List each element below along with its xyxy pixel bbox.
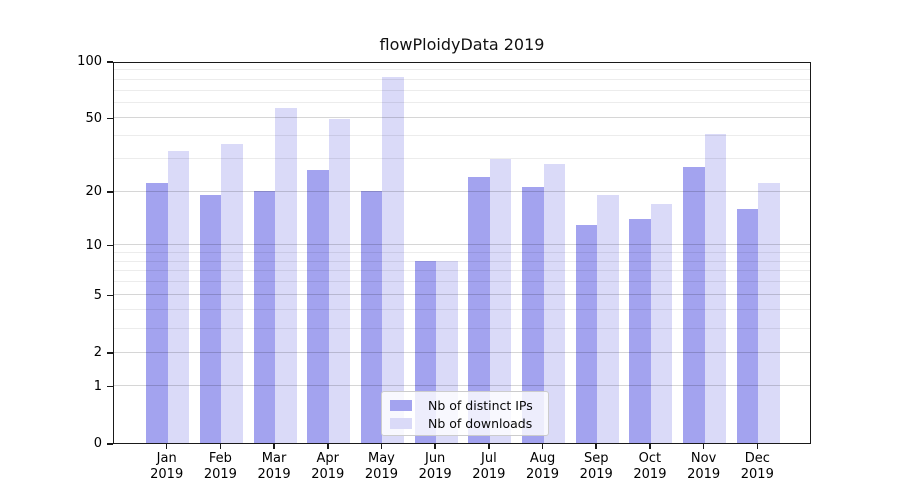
x-tick-month: Oct [638,451,662,466]
legend-item-distinct-ips: Nb of distinct IPs [387,396,543,415]
x-tick-year: 2019 [150,466,184,482]
x-tick-month: Mar [261,451,287,466]
x-tick-label: Sep 2019 [568,451,624,482]
bar-distinct-ips-nov [683,167,705,443]
bar-downloads-jul [489,158,512,443]
bar-downloads-aug [543,164,565,443]
plot-area: Nb of distinct IPs Nb of downloads [113,62,811,444]
x-tick-year: 2019 [525,466,560,482]
y-axis-tick [107,244,113,247]
x-tick-label: Dec 2019 [729,451,785,482]
y-tick-label: 5 [93,287,102,303]
legend-swatch-distinct-ips [390,399,412,411]
x-tick-label: Jul 2019 [461,451,517,482]
x-tick-year: 2019 [311,466,345,482]
x-tick-month: Dec [744,451,770,466]
bars-layer [114,63,810,443]
x-tick-year: 2019 [633,466,667,482]
x-tick-year: 2019 [364,466,398,482]
legend-item-downloads: Nb of downloads [387,415,543,434]
x-tick-label: Aug 2019 [515,451,571,482]
x-axis-tick [380,444,383,449]
x-tick-month: Nov [690,451,717,466]
x-tick-year: 2019 [740,466,774,482]
x-axis-tick [595,444,597,449]
x-axis-tick [541,444,544,449]
x-axis-tick [327,444,329,449]
y-axis-tick [107,443,113,445]
legend: Nb of distinct IPs Nb of downloads [381,391,549,436]
x-axis-tick [434,444,436,449]
bar-downloads-feb [221,144,243,443]
bar-distinct-ips-jul [468,176,490,443]
x-tick-month: Aug [529,451,556,466]
x-axis-tick [219,444,222,449]
bar-downloads-mar [275,108,297,443]
y-tick-label: 20 [85,184,102,199]
x-axis-tick [702,444,705,449]
y-axis-tick [107,352,113,354]
x-tick-year: 2019 [418,466,452,482]
bar-downloads-nov [704,133,727,443]
bar-distinct-ips-oct [629,218,651,443]
x-axis-tick [756,444,759,449]
chart-title: flowPloidyData 2019 [379,35,545,54]
y-axis-tick [107,294,113,297]
legend-label-downloads: Nb of downloads [428,416,533,432]
x-axis-tick [165,444,168,449]
bar-distinct-ips-may [360,191,383,443]
bar-downloads-apr [328,119,351,443]
legend-label-distinct-ips: Nb of distinct IPs [428,397,533,413]
y-tick-label: 100 [77,54,102,69]
y-axis-tick [107,191,113,193]
x-axis-tick [273,444,275,449]
x-tick-month: Jan [156,451,177,466]
x-tick-label: Jan 2019 [139,451,195,482]
x-tick-year: 2019 [579,466,613,482]
bar-distinct-ips-feb [199,195,222,443]
x-tick-label: Mar 2019 [246,451,302,482]
x-tick-year: 2019 [472,466,506,482]
bar-downloads-jan [167,151,190,443]
x-tick-month: Jun [424,451,446,466]
bar-distinct-ips-jan [146,183,168,443]
y-axis-tick [107,117,113,120]
x-tick-year: 2019 [203,466,237,482]
x-tick-month: Jul [481,451,497,466]
bar-distinct-ips-dec [736,208,759,443]
bar-downloads-dec [758,183,780,443]
x-tick-month: Sep [583,451,609,466]
bar-distinct-ips-aug [522,187,544,443]
x-tick-month: Apr [316,451,340,466]
y-tick-label: 1 [93,378,102,394]
x-tick-label: May 2019 [353,451,409,482]
y-tick-label: 50 [85,110,102,126]
bar-distinct-ips-mar [253,191,276,443]
x-tick-label: Oct 2019 [622,451,678,482]
x-tick-month: May [368,451,395,466]
x-axis-tick [488,444,490,449]
bar-downloads-sep [597,195,619,443]
y-axis-tick [107,385,113,388]
x-tick-year: 2019 [687,466,721,482]
x-tick-year: 2019 [257,466,291,482]
y-tick-label: 2 [93,345,102,361]
x-tick-label: Feb 2019 [192,451,248,482]
x-tick-month: Feb [208,451,232,466]
bar-downloads-oct [650,203,673,443]
x-tick-label: Nov 2019 [676,451,732,482]
x-tick-label: Jun 2019 [407,451,463,482]
y-tick-label: 0 [93,436,102,451]
bar-distinct-ips-apr [307,170,329,443]
x-axis-tick [649,444,651,449]
bar-downloads-may [382,77,404,443]
y-tick-label: 10 [85,237,102,253]
bar-distinct-ips-sep [575,224,598,443]
x-tick-label: Apr 2019 [300,451,356,482]
y-axis-tick [107,61,113,63]
legend-swatch-downloads [390,418,412,430]
